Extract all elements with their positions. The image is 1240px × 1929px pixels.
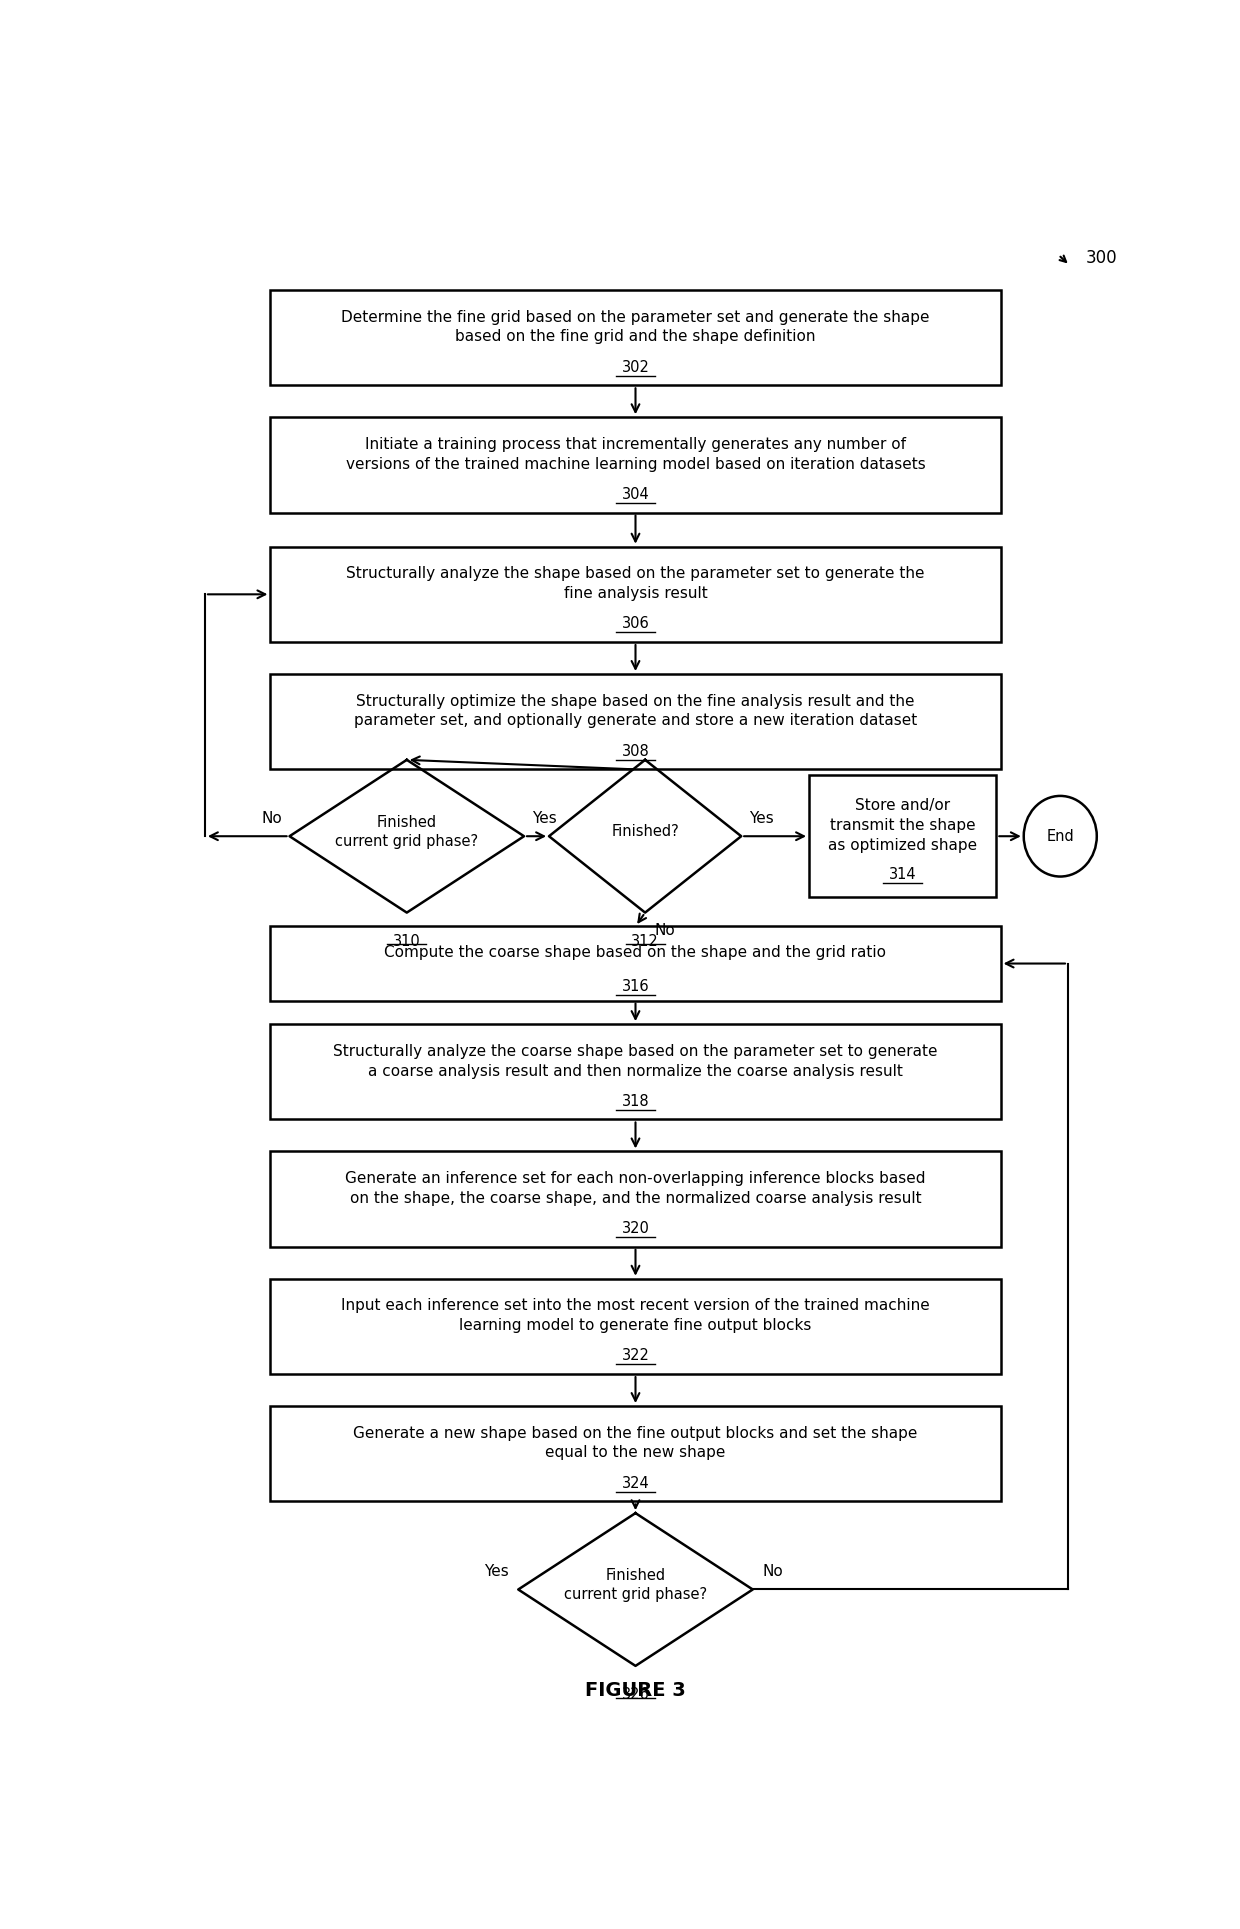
Text: No: No — [763, 1564, 784, 1578]
FancyBboxPatch shape — [270, 926, 1001, 1001]
Text: No: No — [655, 924, 676, 937]
Text: Finished
current grid phase?: Finished current grid phase? — [335, 816, 479, 849]
Polygon shape — [290, 760, 525, 912]
Text: 310: 310 — [393, 934, 420, 949]
Circle shape — [1024, 797, 1096, 876]
Text: 308: 308 — [621, 745, 650, 758]
Text: Input each inference set into the most recent version of the trained machine
lea: Input each inference set into the most r… — [341, 1298, 930, 1333]
Text: No: No — [262, 810, 281, 826]
FancyBboxPatch shape — [270, 1279, 1001, 1373]
Polygon shape — [549, 760, 742, 912]
Text: 316: 316 — [621, 980, 650, 993]
Text: Generate a new shape based on the fine output blocks and set the shape
equal to : Generate a new shape based on the fine o… — [353, 1426, 918, 1460]
Text: 324: 324 — [621, 1476, 650, 1491]
FancyBboxPatch shape — [270, 1406, 1001, 1501]
Text: Finished
current grid phase?: Finished current grid phase? — [564, 1568, 707, 1603]
FancyBboxPatch shape — [270, 546, 1001, 642]
Text: 318: 318 — [621, 1094, 650, 1109]
Text: 304: 304 — [621, 486, 650, 502]
Text: 302: 302 — [621, 359, 650, 374]
Text: Compute the coarse shape based on the shape and the grid ratio: Compute the coarse shape based on the sh… — [384, 945, 887, 961]
Text: Yes: Yes — [532, 810, 557, 826]
Text: Structurally analyze the coarse shape based on the parameter set to generate
a c: Structurally analyze the coarse shape ba… — [334, 1044, 937, 1078]
FancyBboxPatch shape — [808, 775, 997, 897]
FancyBboxPatch shape — [270, 673, 1001, 770]
Text: Structurally optimize the shape based on the fine analysis result and the
parame: Structurally optimize the shape based on… — [353, 694, 918, 729]
Text: 312: 312 — [631, 934, 658, 949]
Text: 314: 314 — [889, 866, 916, 882]
FancyBboxPatch shape — [270, 289, 1001, 386]
Text: 320: 320 — [621, 1221, 650, 1236]
Text: Store and/or
transmit the shape
as optimized shape: Store and/or transmit the shape as optim… — [828, 799, 977, 853]
Text: Finished?: Finished? — [611, 824, 680, 839]
Text: Determine the fine grid based on the parameter set and generate the shape
based : Determine the fine grid based on the par… — [341, 309, 930, 345]
Text: Yes: Yes — [484, 1564, 508, 1578]
FancyBboxPatch shape — [270, 1152, 1001, 1246]
Text: FIGURE 3: FIGURE 3 — [585, 1680, 686, 1699]
Text: 300: 300 — [1085, 249, 1117, 266]
Text: Initiate a training process that incrementally generates any number of
versions : Initiate a training process that increme… — [346, 436, 925, 473]
FancyBboxPatch shape — [270, 417, 1001, 513]
Text: 306: 306 — [621, 617, 650, 631]
Polygon shape — [518, 1512, 753, 1667]
Text: End: End — [1047, 829, 1074, 843]
Text: 326: 326 — [621, 1688, 650, 1701]
Text: Yes: Yes — [749, 810, 774, 826]
Text: Structurally analyze the shape based on the parameter set to generate the
fine a: Structurally analyze the shape based on … — [346, 567, 925, 602]
Text: Generate an inference set for each non-overlapping inference blocks based
on the: Generate an inference set for each non-o… — [345, 1171, 926, 1206]
FancyBboxPatch shape — [270, 1024, 1001, 1119]
Text: 322: 322 — [621, 1348, 650, 1364]
